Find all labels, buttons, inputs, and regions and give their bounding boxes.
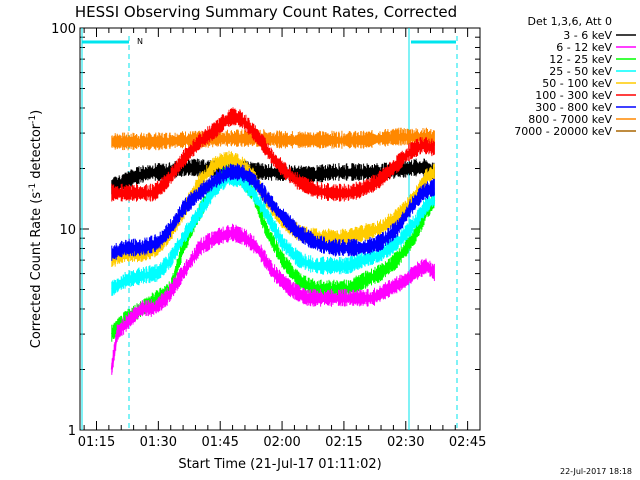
x-tick-label: 01:15: [78, 435, 115, 450]
chart-title: HESSI Observing Summary Count Rates, Cor…: [75, 3, 457, 21]
series-line: [111, 176, 436, 291]
y-axis-label-part-3: ): [29, 110, 44, 115]
legend-label: 12 - 25 keV: [549, 53, 612, 66]
legend-label: 3 - 6 keV: [563, 29, 612, 42]
y-axis-label-sup-1: -1: [28, 183, 38, 192]
attenuator-intervals: [81, 28, 458, 430]
y-tick-label: 100: [51, 22, 76, 37]
legend-label: 100 - 300 keV: [535, 89, 612, 102]
y-axis-label-part-1: Corrected Count Rate (s: [29, 192, 44, 349]
legend-title: Det 1,3,6, Att 0: [528, 15, 612, 28]
y-axis-label: Corrected Count Rate (s-1 detector-1): [28, 110, 44, 348]
series-800-7000-kev: [111, 127, 435, 151]
x-tick-label: 02:00: [263, 435, 300, 450]
date-stamp: 22-Jul-2017 18:18: [560, 467, 632, 476]
y-axis-label-part-2: detector: [29, 123, 44, 183]
x-tick-label: 02:15: [325, 435, 362, 450]
x-axis: 01:15 01:30 01:45 02:00 02:15 02:30 02:45: [78, 28, 486, 450]
legend-label: 7000 - 20000 keV: [514, 125, 612, 138]
x-tick-label: 01:30: [140, 435, 177, 450]
series-6-12-kev: [110, 223, 436, 375]
y-axis: 1 10 100: [51, 22, 480, 439]
series-100-300-kev: [111, 107, 435, 202]
legend-label: 6 - 12 keV: [556, 41, 612, 54]
attenuator-flag-label: N: [137, 37, 143, 46]
legend-label: 300 - 800 keV: [535, 101, 612, 114]
x-tick-label: 01:45: [201, 435, 238, 450]
series-line: [111, 172, 435, 255]
series-line: [111, 116, 435, 195]
x-axis-label: Start Time (21-Jul-17 01:11:02): [178, 457, 381, 472]
series-line: [110, 232, 436, 370]
y-axis-label-sup-2: -1: [28, 115, 38, 124]
legend-label: 50 - 100 keV: [542, 77, 612, 90]
y-tick-label: 1: [68, 424, 76, 439]
legend-label: 25 - 50 keV: [549, 65, 612, 78]
series-line: [111, 136, 435, 144]
x-tick-label: 02:45: [449, 435, 486, 450]
x-tick-label: 02:30: [387, 435, 424, 450]
series-300-800-kev: [111, 163, 435, 261]
legend-label: 800 - 7000 keV: [528, 113, 612, 126]
y-tick-label: 10: [59, 223, 76, 238]
series-layer: [110, 107, 436, 375]
